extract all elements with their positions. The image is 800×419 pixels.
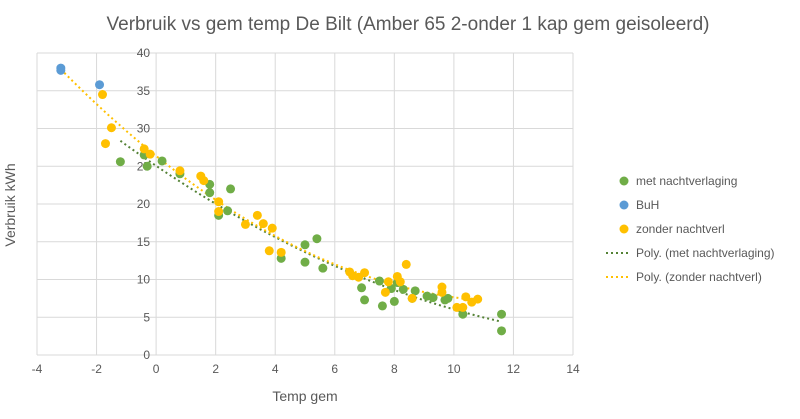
data-point: [380, 287, 390, 297]
y-tick-label: 5: [143, 310, 150, 324]
legend-label: zonder nachtverl: [636, 222, 725, 236]
data-point: [458, 302, 468, 312]
x-tick-label: 2: [212, 362, 219, 376]
x-tick-label: -2: [91, 362, 102, 376]
data-point: [428, 293, 438, 303]
data-point: [410, 286, 420, 296]
data-point: [383, 277, 393, 287]
tick-labels: -4-2024681012140510152025303540: [32, 46, 580, 376]
x-tick-label: 14: [566, 362, 580, 376]
data-point: [360, 295, 370, 305]
data-point: [142, 161, 152, 171]
data-point: [258, 219, 268, 229]
x-tick-label: -4: [32, 362, 43, 376]
data-points: [56, 63, 507, 336]
data-point: [199, 176, 209, 186]
y-tick-label: 15: [137, 235, 151, 249]
data-point: [223, 206, 233, 216]
data-point: [157, 156, 167, 166]
data-point: [458, 309, 468, 319]
trendlines: [60, 68, 502, 323]
data-point: [267, 223, 277, 233]
data-point: [318, 263, 328, 273]
legend-label: Poly. (zonder nachtverl): [636, 270, 762, 284]
data-point: [214, 207, 224, 217]
data-point: [56, 65, 66, 75]
legend-marker: [619, 224, 629, 234]
y-tick-label: 0: [143, 348, 150, 362]
data-point: [175, 166, 185, 176]
legend-marker: [619, 200, 629, 210]
data-point: [389, 296, 399, 306]
y-tick-label: 20: [137, 197, 151, 211]
data-point: [252, 210, 262, 220]
data-point: [100, 139, 110, 149]
data-point: [264, 246, 274, 256]
data-point: [139, 144, 149, 154]
data-point: [300, 257, 310, 267]
data-point: [226, 184, 236, 194]
data-point: [145, 149, 155, 159]
legend-label: BuH: [636, 198, 659, 212]
chart-title: Verbruik vs gem temp De Bilt (Amber 65 2…: [107, 14, 710, 35]
trendline-met-nachtverlaging: [119, 139, 502, 323]
data-point: [407, 293, 417, 303]
data-point: [443, 293, 453, 303]
data-point: [473, 294, 483, 304]
data-point: [360, 268, 370, 278]
data-point: [214, 197, 224, 207]
data-point: [276, 247, 286, 257]
data-point: [395, 277, 405, 287]
data-point: [115, 157, 125, 167]
x-tick-label: 0: [153, 362, 160, 376]
data-point: [300, 240, 310, 250]
data-point: [461, 292, 471, 302]
data-point: [357, 283, 367, 293]
data-point: [95, 80, 105, 90]
data-point: [106, 123, 116, 133]
data-point: [98, 90, 108, 100]
y-tick-label: 30: [137, 122, 151, 136]
trendline-zonder-nachtverl: [60, 68, 478, 302]
data-point: [398, 284, 408, 294]
data-point: [497, 309, 507, 319]
x-tick-label: 6: [331, 362, 338, 376]
data-point: [377, 301, 387, 311]
x-axis-label: Temp gem: [272, 388, 337, 404]
data-point: [401, 259, 411, 269]
data-point: [205, 188, 215, 198]
data-point: [374, 276, 384, 286]
x-tick-label: 10: [447, 362, 461, 376]
legend: met nachtverlaging BuH zonder nachtverl Pol…: [606, 174, 775, 284]
y-tick-label: 35: [137, 84, 151, 98]
gridlines: [36, 52, 574, 356]
x-tick-label: 4: [272, 362, 279, 376]
legend-label: met nachtverlaging: [636, 174, 737, 188]
y-axis-label: Verbruik kWh: [2, 163, 18, 246]
legend-marker: [619, 176, 629, 186]
legend-label: Poly. (met nachtverlaging): [636, 246, 775, 260]
data-point: [312, 234, 322, 244]
data-point: [240, 219, 250, 229]
x-tick-label: 8: [391, 362, 398, 376]
y-tick-label: 10: [137, 273, 151, 287]
x-tick-label: 12: [507, 362, 521, 376]
data-point: [437, 287, 447, 297]
y-tick-label: 40: [137, 46, 151, 60]
data-point: [497, 326, 507, 336]
